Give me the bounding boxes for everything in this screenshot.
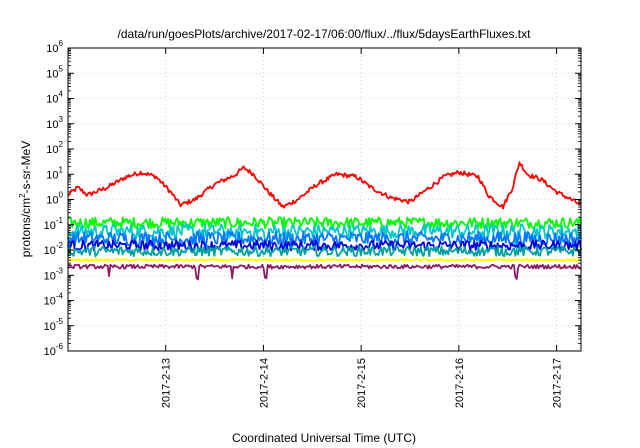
y-axis-label: protons/cm2-s-sr-MeV [18,141,33,257]
y-tick-label: 100 [46,191,63,207]
series-line-2 [67,216,582,230]
series-group [67,161,582,281]
series-line-4 [67,230,582,247]
series-line-3 [67,223,582,251]
y-tick-label: 10-6 [44,342,64,358]
y-tick-label: 102 [46,140,63,156]
y-tick-label: 10-4 [44,292,64,308]
x-tick-label: 2017-2-17 [552,358,564,408]
x-axis-label: Coordinated Universal Time (UTC) [232,431,416,445]
chart-title: /data/run/goesPlots/archive/2017-02-17/0… [118,27,532,41]
x-tick-label: 2017-2-16 [454,358,466,408]
y-axis: 10-6 10-5 10-4 10-3 10-2 10-1 100 101 102 103 104 1… [44,39,581,358]
y-tick-label: 10-2 [44,241,64,257]
y-tick-label: 10-3 [44,266,64,282]
y-tick-label: 105 [46,64,63,80]
series-line-1 [67,161,582,210]
y-tick-label: 106 [46,39,63,55]
x-axis: 2017-2-13 2017-2-14 2017-2-15 2017-2-16 2017… [161,48,564,408]
y-tick-label: 104 [46,90,63,106]
y-tick-label: 103 [46,115,63,131]
x-tick-label: 2017-2-13 [161,358,173,408]
series-line-8 [67,263,582,281]
series-line-7 [67,257,582,263]
x-tick-label: 2017-2-14 [258,358,270,408]
grid [68,48,581,351]
y-tick-label: 10-1 [44,216,64,232]
y-tick-label: 101 [46,165,63,181]
series-line-6 [67,245,582,258]
x-tick-label: 2017-2-15 [356,358,368,408]
y-tick-label: 10-5 [44,317,64,333]
